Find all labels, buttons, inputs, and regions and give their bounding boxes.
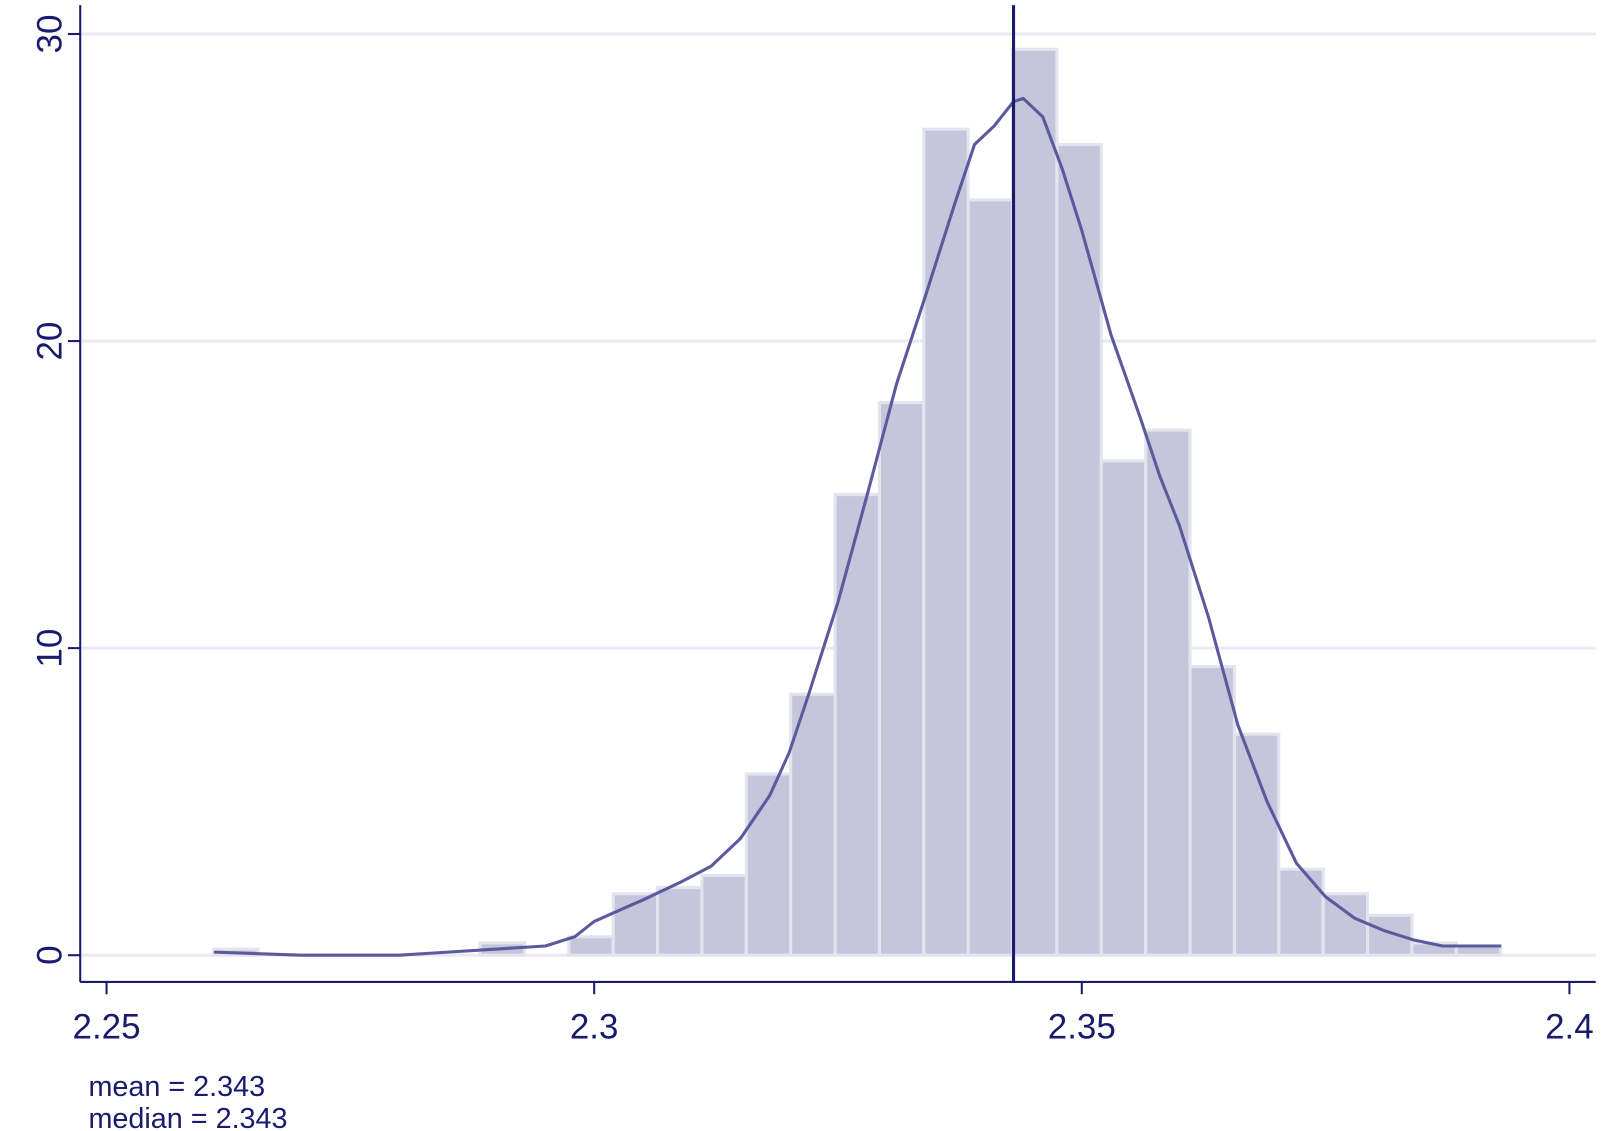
bar (656, 886, 704, 957)
bar (1144, 428, 1192, 957)
y-tick-label: 10 (31, 629, 70, 668)
y-tick-label: 0 (31, 945, 70, 964)
bar (1099, 459, 1148, 957)
bar (1366, 913, 1414, 957)
annotation: mean = 2.343 (88, 1071, 265, 1103)
bar (966, 198, 1015, 957)
y-tick-label: 30 (31, 15, 70, 54)
y-tick-label: 20 (31, 322, 70, 361)
annotation: median = 2.343 (88, 1103, 287, 1131)
bar (1232, 732, 1281, 957)
density-line (213, 96, 1502, 957)
bar (1277, 867, 1325, 957)
x-tick-label: 2.25 (73, 1007, 141, 1046)
bar (789, 692, 837, 957)
bar (567, 935, 615, 957)
bar (1011, 47, 1059, 957)
bar (700, 873, 748, 957)
bar (1055, 143, 1103, 957)
x-tick-label: 2.3 (570, 1007, 619, 1046)
bar (1188, 665, 1236, 957)
x-tick-label: 2.35 (1048, 1007, 1116, 1046)
bar (877, 400, 926, 957)
bar (922, 127, 970, 957)
bar (833, 493, 881, 957)
bar (744, 772, 793, 957)
x-tick-label: 2.4 (1545, 1007, 1594, 1046)
bar (1321, 892, 1370, 957)
